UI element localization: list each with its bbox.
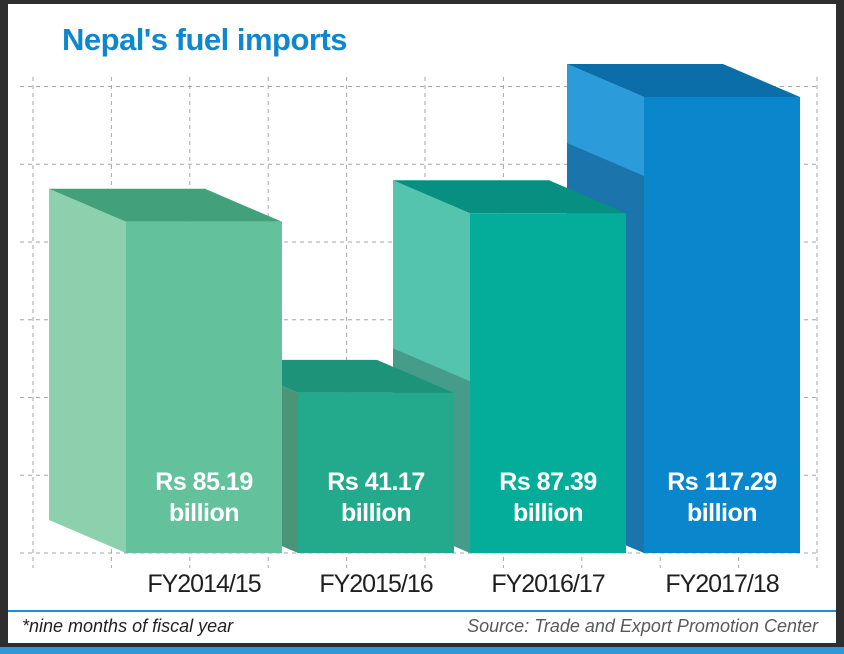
bar-value-label-line1: Rs 87.39 — [499, 468, 596, 496]
x-axis-label: FY2014/15 — [147, 570, 260, 598]
source-credit: Source: Trade and Export Promotion Cente… — [467, 616, 818, 636]
bar-front-face — [126, 221, 282, 553]
fuel-imports-chart: Rs 85.19 billion FY2014/15 Rs 41.17 billion F… — [20, 63, 820, 598]
x-axis-label: FY2017/18 — [665, 570, 778, 598]
bottom-accent-strip — [0, 647, 844, 654]
bar-value-label-line2: billion — [169, 499, 239, 527]
bar-front-face — [644, 96, 800, 554]
footer-divider — [8, 610, 836, 612]
bar-left-face — [49, 188, 126, 553]
labels: Rs 85.19 billion FY2014/15 Rs 41.17 billion F… — [147, 468, 779, 598]
x-axis-label: FY2016/17 — [491, 570, 604, 598]
bar-value-label-line2: billion — [513, 499, 583, 527]
bar-value-label-line1: Rs 41.17 — [327, 468, 424, 496]
bar-top-face — [567, 63, 800, 97]
bar-top-face — [393, 180, 626, 214]
bar-front-face — [298, 392, 454, 553]
bar-value-label-line2: billion — [687, 499, 757, 527]
bar-value-label-line2: billion — [341, 499, 411, 527]
infographic-panel: Nepal's fuel imports Rs 85.19 billion FY20… — [8, 4, 836, 643]
bar-front-face — [470, 213, 626, 554]
bar-value-label-line1: Rs 85.19 — [155, 468, 252, 496]
chart-title: Nepal's fuel imports — [62, 22, 348, 57]
bar-fy2014-15 — [49, 188, 282, 553]
footnote: *nine months of fiscal year — [22, 616, 234, 636]
x-axis-label: FY2015/16 — [319, 570, 432, 598]
bar-top-face — [49, 188, 282, 222]
bar-value-label-line1: Rs 117.29 — [667, 468, 777, 496]
